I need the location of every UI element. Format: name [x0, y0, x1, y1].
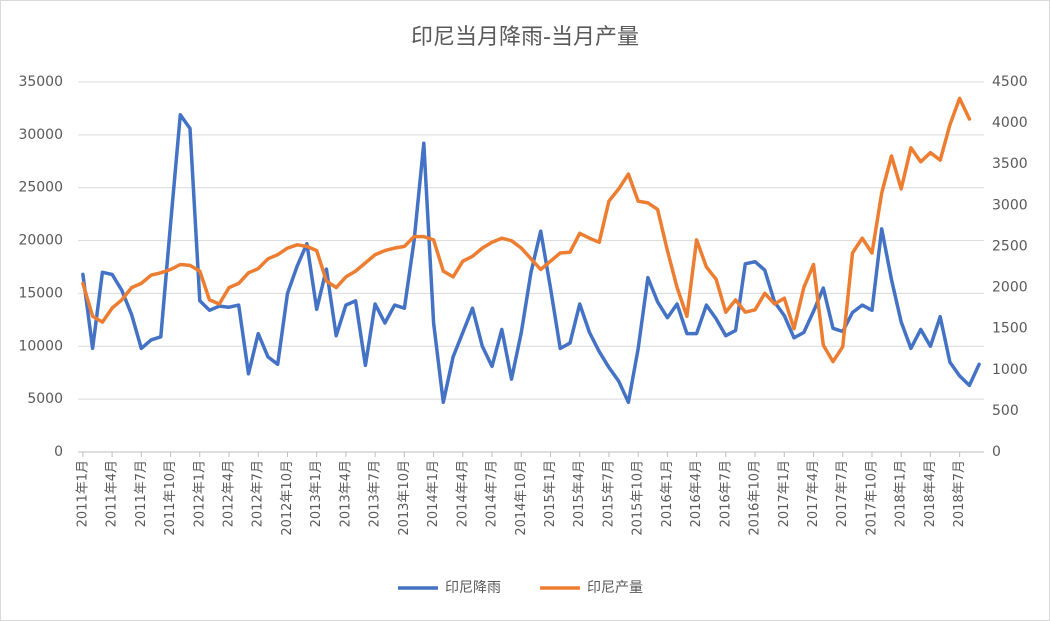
chart-title: 印尼当月降雨-当月产量 [411, 25, 639, 50]
x-tick-label: 2016年7月 [718, 460, 733, 527]
x-tick-label: 2016年4月 [689, 460, 704, 527]
y2-tick-label: 3000 [992, 197, 1028, 213]
x-tick-label: 2015年4月 [572, 460, 587, 527]
x-tick-label: 2013年4月 [338, 460, 353, 527]
x-tick-label: 2011年7月 [134, 460, 149, 527]
y2-tick-label: 500 [992, 403, 1019, 419]
y-tick-label: 20000 [18, 233, 63, 249]
y2-tick-label: 3500 [992, 156, 1028, 172]
y2-tick-label: 4000 [992, 115, 1028, 131]
x-tick-label: 2016年1月 [660, 460, 675, 527]
y2-tick-label: 4500 [992, 74, 1028, 90]
y2-tick-label: 1000 [992, 362, 1028, 378]
x-tick-label: 2013年1月 [309, 460, 324, 527]
x-tick-label: 2017年7月 [835, 460, 850, 527]
x-tick-label: 2017年1月 [777, 460, 792, 527]
y-tick-label: 0 [54, 444, 63, 460]
x-tick-label: 2018年1月 [894, 460, 909, 527]
y-tick-label: 15000 [18, 285, 63, 301]
y-tick-label: 25000 [18, 180, 63, 196]
x-tick-label: 2017年4月 [806, 460, 821, 527]
y-tick-label: 35000 [18, 74, 63, 90]
y2-tick-label: 2000 [992, 280, 1028, 296]
x-tick-label: 2017年10月 [864, 460, 879, 536]
x-tick-label: 2014年1月 [426, 460, 441, 527]
y2-tick-label: 2500 [992, 238, 1028, 254]
x-tick-label: 2013年7月 [368, 460, 383, 527]
x-tick-label: 2014年10月 [514, 460, 529, 536]
x-tick-label: 2012年10月 [280, 460, 295, 536]
legend-label: 印尼降雨 [445, 580, 501, 596]
y-tick-label: 10000 [18, 338, 63, 354]
x-tick-label: 2015年7月 [601, 460, 616, 527]
x-tick-label: 2013年10月 [397, 460, 412, 536]
y-tick-label: 5000 [27, 391, 63, 407]
x-tick-label: 2015年1月 [543, 460, 558, 527]
x-tick-label: 2012年7月 [251, 460, 266, 527]
x-tick-label: 2012年1月 [192, 460, 207, 527]
x-tick-label: 2018年7月 [952, 460, 967, 527]
x-tick-label: 2014年4月 [455, 460, 470, 527]
x-tick-label: 2011年1月 [75, 460, 90, 527]
y-tick-label: 30000 [18, 127, 63, 143]
x-tick-label: 2011年4月 [105, 460, 120, 527]
x-tick-label: 2016年10月 [748, 460, 763, 536]
legend-label: 印尼产量 [587, 580, 643, 596]
series-line [81, 96, 972, 364]
y2-tick-label: 1500 [992, 321, 1028, 337]
y2-tick-label: 0 [992, 444, 1001, 460]
series-line [81, 113, 981, 405]
x-tick-label: 2015年10月 [631, 460, 646, 536]
x-tick-label: 2014年7月 [485, 460, 500, 527]
x-tick-label: 2012年4月 [222, 460, 237, 527]
x-tick-label: 2011年10月 [163, 460, 178, 536]
x-tick-label: 2018年4月 [923, 460, 938, 527]
